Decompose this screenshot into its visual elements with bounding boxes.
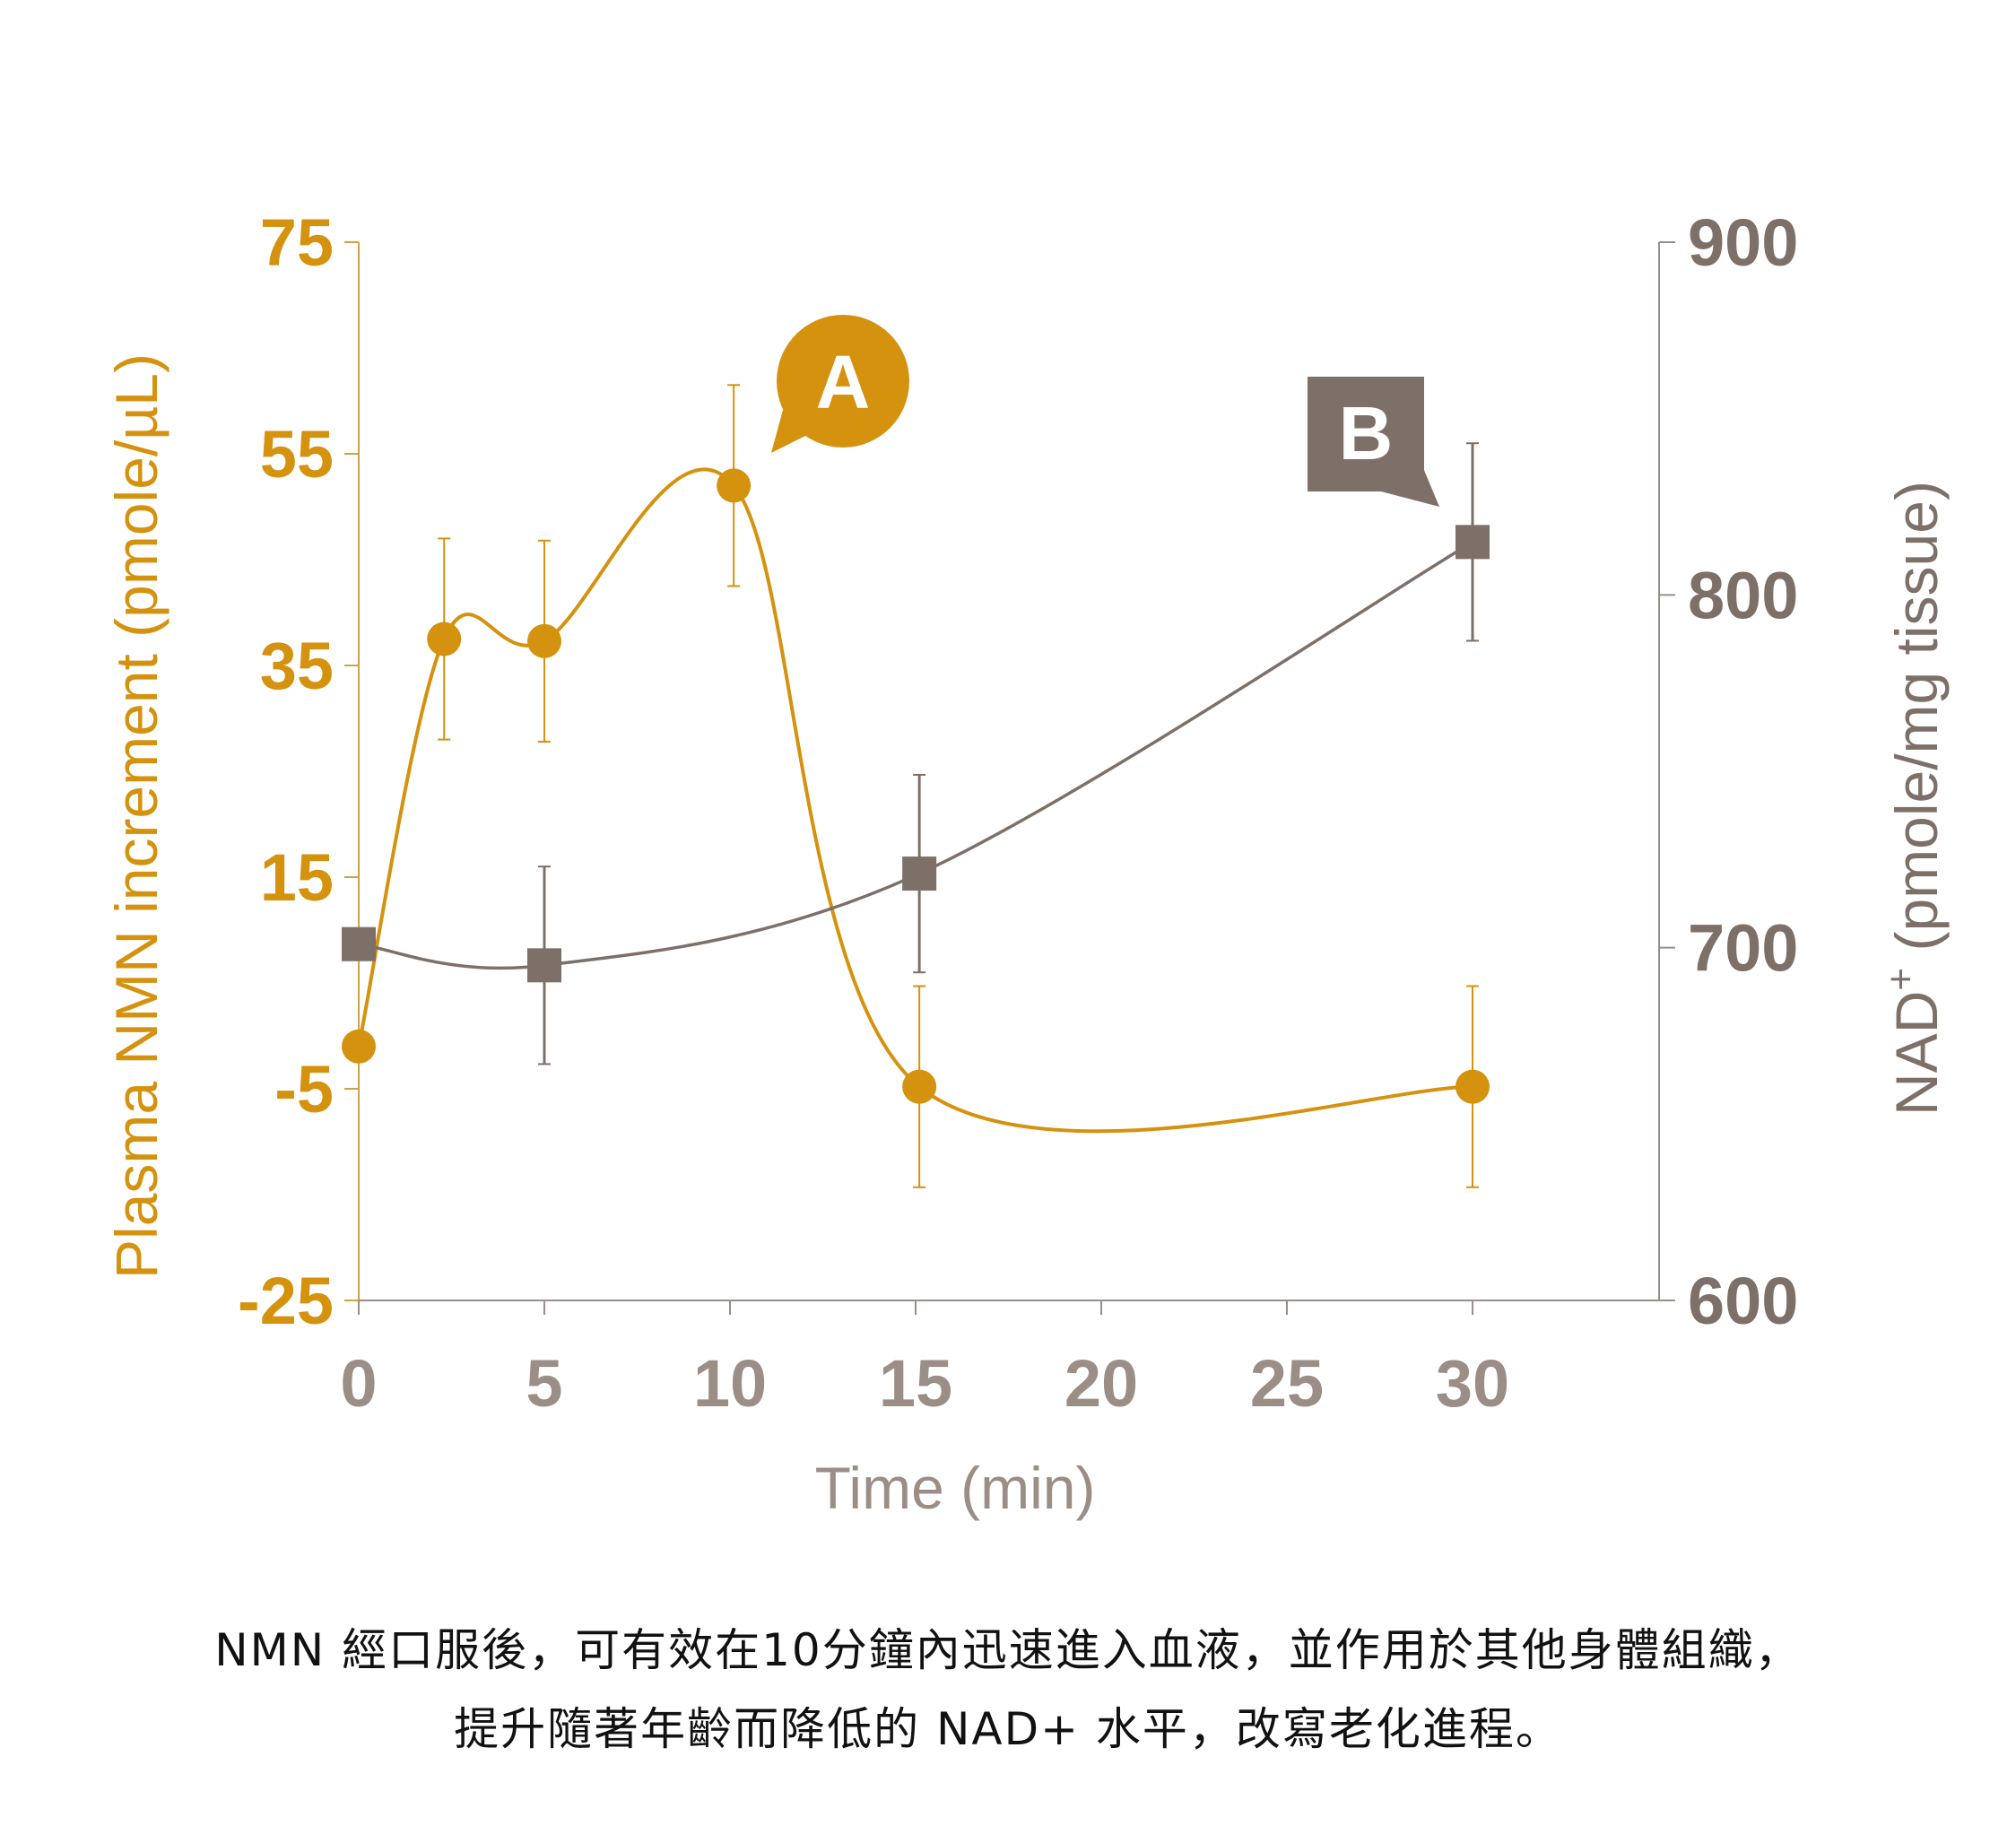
data-point-B xyxy=(342,926,376,961)
callout-B-label: B xyxy=(1339,391,1394,475)
left-tick-label: -5 xyxy=(274,1052,334,1126)
caption-line-1: NMN 經口服後，可有效在10分鐘內迅速進入血液，並作用於其他身體組織， xyxy=(214,1624,1802,1676)
dual-axis-line-chart: 75 55 35 15 -5 -25 900 800 700 600 0 5 10 15 20 25 30 Tim… xyxy=(103,205,1950,1521)
left-tick-label: -25 xyxy=(238,1264,334,1338)
right-tick-label: 600 xyxy=(1688,1264,1798,1338)
callout-A-bubble xyxy=(777,315,909,448)
right-axis-title: NAD+ (pmole/mg tissue) xyxy=(1879,481,1950,1116)
x-tick-label: 25 xyxy=(1250,1346,1324,1421)
right-tick-label: 700 xyxy=(1688,911,1798,986)
data-point-A xyxy=(527,623,561,658)
axes: 75 55 35 15 -5 -25 900 800 700 600 0 5 10 15 20 25 30 Tim… xyxy=(103,205,1950,1521)
left-tick-label: 35 xyxy=(260,629,334,703)
x-axis-title: Time (min) xyxy=(815,1455,1096,1521)
callout-B-bubble xyxy=(1308,377,1424,491)
right-tick-label: 900 xyxy=(1688,205,1798,280)
data-point-A xyxy=(342,1029,376,1064)
data-point-B xyxy=(527,948,561,983)
x-tick-label: 15 xyxy=(879,1346,952,1421)
data-point-A xyxy=(717,468,752,503)
left-tick-label: 75 xyxy=(260,205,334,280)
callout-A: A xyxy=(771,315,909,453)
series-lines xyxy=(357,467,1473,1134)
x-tick-label: 0 xyxy=(340,1346,377,1421)
data-point-A xyxy=(902,1069,937,1104)
data-point-A xyxy=(1456,1069,1490,1104)
left-tick-label: 15 xyxy=(260,840,334,915)
data-point-A xyxy=(427,622,462,656)
callout-B: B xyxy=(1308,377,1439,507)
series-line-A xyxy=(357,467,1473,1134)
left-axis-title: Plasma NMN increment (pmole/µL) xyxy=(103,353,169,1279)
x-tick-label: 10 xyxy=(693,1346,767,1421)
data-markers xyxy=(342,468,1490,1104)
data-point-B xyxy=(902,856,937,891)
callout-A-label: A xyxy=(816,340,871,424)
x-tick-label: 30 xyxy=(1436,1346,1509,1421)
series-line-B xyxy=(358,540,1473,970)
data-point-B xyxy=(1456,525,1490,560)
error-bars xyxy=(438,384,1479,1188)
left-tick-label: 55 xyxy=(260,417,334,491)
right-tick-label: 800 xyxy=(1688,558,1798,632)
callouts: AB xyxy=(771,315,1439,507)
x-tick-label: 5 xyxy=(526,1346,562,1421)
caption-line-2: 提升隨著年齡而降低的 NAD+ 水平，改寫老化進程。 xyxy=(454,1703,1562,1755)
x-tick-label: 20 xyxy=(1064,1346,1138,1421)
